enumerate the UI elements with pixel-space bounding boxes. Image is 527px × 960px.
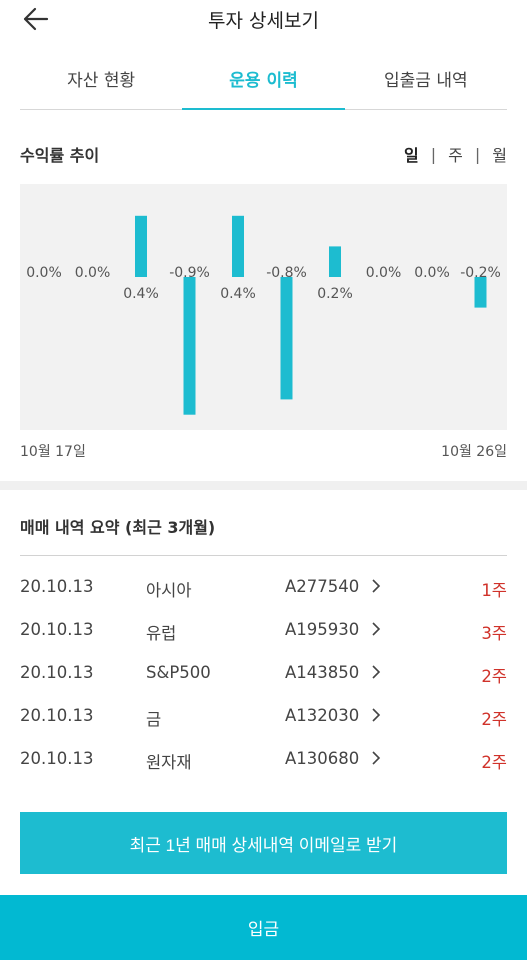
period-separator: | — [430, 144, 437, 164]
chart-end-date: 10월 26일 — [441, 444, 507, 460]
tab-operation-history[interactable]: 운용 이력 — [182, 50, 345, 110]
trade-date: 20.10.13 — [20, 620, 94, 639]
trade-name: 원자재 — [146, 753, 192, 772]
trade-row: 20.10.13 금 A132030 2주 — [20, 702, 507, 732]
deposit-button[interactable]: 입금 — [0, 895, 527, 960]
chart-bar — [232, 215, 244, 277]
chart-data-label: 0.4% — [123, 286, 159, 302]
chart-bar — [280, 277, 293, 400]
chart-start-date: 10월 17일 — [20, 444, 86, 460]
trade-quantity: 2주 — [481, 753, 507, 772]
chart-bar — [474, 277, 487, 308]
chart-bar — [183, 277, 196, 415]
trade-code-link[interactable]: A277540 — [285, 577, 360, 596]
section-divider — [0, 481, 527, 490]
page-title: 투자 상세보기 — [208, 10, 319, 32]
trade-quantity: 2주 — [481, 710, 507, 729]
period-month[interactable]: 월 — [492, 146, 507, 165]
chart-data-label: 0.0% — [414, 265, 450, 281]
chart-data-label: 0.4% — [220, 286, 256, 302]
chevron-right-icon[interactable] — [370, 575, 382, 601]
returns-chart-svg: 0.0% 0.0% 0.4% -0.9% 0.4% -0.8% 0.2% 0.0% 0.0% -0… — [26, 215, 501, 415]
trades-divider — [20, 555, 507, 556]
chevron-right-icon[interactable] — [370, 618, 382, 644]
trade-quantity: 1주 — [481, 581, 507, 600]
trade-row: 20.10.13 아시아 A277540 1주 — [20, 573, 507, 603]
trade-code-link[interactable]: A130680 — [285, 749, 360, 768]
tab-deposit-withdrawal[interactable]: 입출금 내역 — [384, 71, 468, 91]
tab-bar: 자산 현황 운용 이력 입출금 내역 — [20, 50, 507, 110]
trade-date: 20.10.13 — [20, 749, 94, 768]
trade-row: 20.10.13 유럽 A195930 3주 — [20, 616, 507, 646]
chart-bar — [135, 215, 147, 277]
trade-quantity: 3주 — [481, 624, 507, 643]
chevron-right-icon[interactable] — [370, 747, 382, 773]
chart-data-label: 0.0% — [26, 265, 62, 281]
chart-data-label: 0.0% — [75, 265, 111, 281]
trade-date: 20.10.13 — [20, 706, 94, 725]
trades-section-title: 매매 내역 요약 (최근 3개월) — [20, 518, 216, 537]
arrow-left-icon[interactable] — [22, 6, 50, 32]
trade-row: 20.10.13 S&P500 A143850 2주 — [20, 659, 507, 689]
period-week[interactable]: 주 — [448, 146, 463, 165]
trade-name: 아시아 — [146, 581, 192, 600]
trade-date: 20.10.13 — [20, 577, 94, 596]
chevron-right-icon[interactable] — [370, 704, 382, 730]
chart-data-label: 0.0% — [366, 265, 402, 281]
chevron-right-icon[interactable] — [370, 661, 382, 687]
trade-date: 20.10.13 — [20, 663, 94, 682]
chart-bar — [329, 246, 341, 277]
tab-asset-status[interactable]: 자산 현황 — [67, 71, 136, 91]
period-day[interactable]: 일 — [404, 146, 419, 165]
app-header: 투자 상세보기 — [0, 0, 527, 38]
returns-section-title: 수익률 추이 — [20, 146, 100, 165]
chart-data-label: -0.2% — [460, 265, 501, 281]
trade-name: S&P500 — [146, 663, 211, 682]
trade-row: 20.10.13 원자재 A130680 2주 — [20, 745, 507, 775]
trade-quantity: 2주 — [481, 667, 507, 686]
email-statement-button[interactable]: 최근 1년 매매 상세내역 이메일로 받기 — [20, 812, 507, 874]
trade-name: 금 — [146, 710, 162, 729]
chart-data-label: 0.2% — [317, 286, 353, 302]
returns-chart: 0.0% 0.0% 0.4% -0.9% 0.4% -0.8% 0.2% 0.0% 0.0% -0… — [20, 184, 507, 430]
chart-data-label: -0.9% — [169, 265, 210, 281]
trade-code-link[interactable]: A132030 — [285, 706, 360, 725]
trade-name: 유럽 — [146, 624, 177, 643]
period-separator: | — [474, 144, 481, 164]
period-selector: 일 | 주 | 월 — [404, 142, 507, 166]
trade-code-link[interactable]: A143850 — [285, 663, 360, 682]
chart-data-label: -0.8% — [266, 265, 307, 281]
trade-code-link[interactable]: A195930 — [285, 620, 360, 639]
